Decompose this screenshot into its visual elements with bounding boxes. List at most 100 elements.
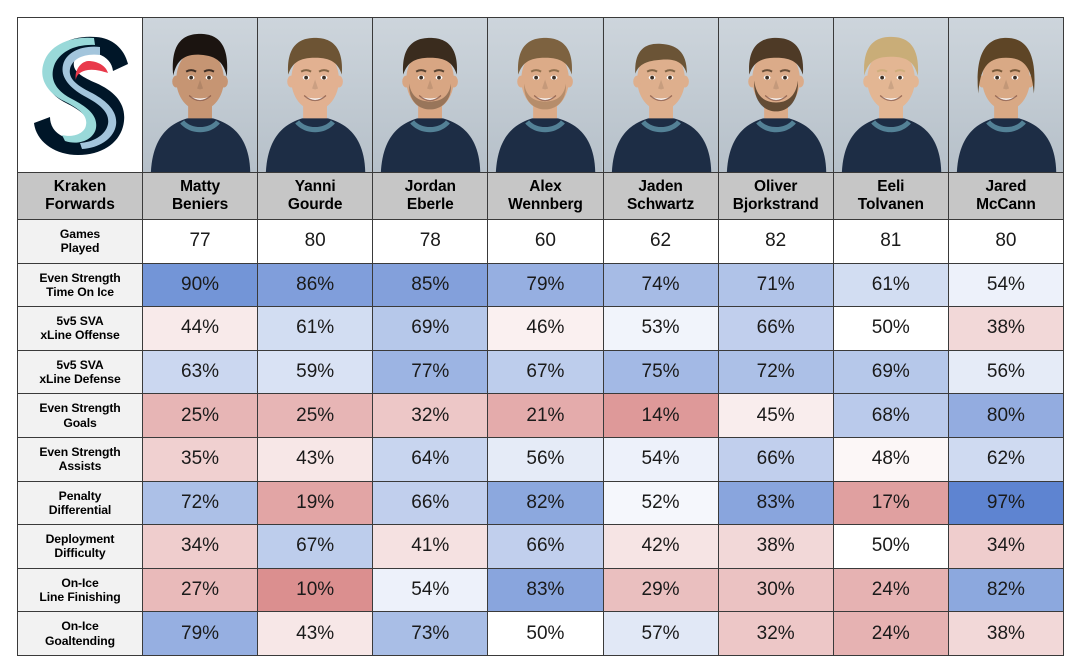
player-first-name: Yanni [294, 178, 336, 196]
cell-5v5-sva-xline-offense-tolvanen: 50% [832, 306, 949, 351]
cell-value: 24% [871, 622, 910, 644]
cell-value: 56% [526, 448, 565, 470]
headshot-alex-wennberg [488, 18, 602, 172]
cell-5v5-sva-xline-offense-wennberg: 46% [487, 306, 604, 351]
photo-row [17, 17, 1065, 173]
cell-5v5-sva-xline-defense-schwartz: 75% [602, 349, 719, 395]
cell-even-strength-goals-mccann: 80% [947, 393, 1065, 438]
cell-value: 69% [411, 317, 450, 339]
row-label-line1: Deployment [45, 532, 115, 547]
cell-value: 54% [641, 448, 680, 470]
cell-value: 78 [419, 230, 441, 252]
cell-value: 50% [871, 535, 910, 557]
cell-value: 82% [526, 491, 565, 513]
cell-5v5-sva-xline-offense-gourde: 61% [257, 306, 374, 351]
cell-value: 41% [411, 535, 450, 557]
cell-value: 25% [296, 404, 335, 426]
row-label-line2: Goals [63, 415, 97, 430]
cell-value: 59% [296, 361, 335, 383]
portrait-svg [143, 18, 257, 172]
row-label-line1: 5v5 SVA [56, 357, 104, 372]
cell-deployment-difficulty-schwartz: 42% [602, 524, 719, 569]
cell-even-strength-time-on-ice-mccann: 54% [947, 262, 1065, 308]
row-even-strength-time-on-ice: Even Strength Time On Ice 90% 86% 85% 79% 74% 7… [17, 262, 1065, 308]
cell-on-ice-line-finishing-tolvanen: 24% [832, 567, 949, 613]
player-last-name: Schwartz [626, 196, 695, 213]
cell-value: 60 [534, 230, 556, 252]
cell-value: 44% [181, 317, 220, 339]
row-label-line2: Time On Ice [46, 284, 114, 299]
player-header-mccann[interactable]: Jared McCann [947, 172, 1065, 220]
cell-games-played-mccann: 80 [947, 219, 1065, 264]
cell-value: 68% [871, 404, 910, 426]
headshot-jordan-eberle [373, 18, 487, 172]
cell-5v5-sva-xline-defense-tolvanen: 69% [832, 349, 949, 395]
cell-value: 25% [181, 404, 220, 426]
cell-value: 80% [986, 404, 1025, 426]
cell-value: 27% [181, 579, 220, 601]
cell-value: 14% [641, 404, 680, 426]
cell-value: 73% [411, 622, 450, 644]
cell-value: 77% [411, 361, 450, 383]
cell-deployment-difficulty-tolvanen: 50% [832, 524, 949, 569]
cell-value: 30% [756, 579, 795, 601]
row-label-on-ice-goaltending: On-Ice Goaltending [17, 611, 143, 656]
player-header-gourde[interactable]: Yanni Gourde [257, 172, 374, 220]
player-first-name: Oliver [754, 178, 798, 196]
portrait-svg [949, 18, 1063, 172]
cell-even-strength-time-on-ice-eberle: 85% [372, 262, 489, 308]
player-header-bjorkstrand[interactable]: Oliver Bjorkstrand [717, 172, 834, 220]
cell-games-played-eberle: 78 [372, 219, 489, 264]
cell-value: 62 [649, 230, 672, 252]
row-label-deployment-difficulty: Deployment Difficulty [17, 524, 143, 569]
cell-5v5-sva-xline-defense-bjorkstrand: 72% [717, 349, 834, 395]
cell-value: 57% [641, 622, 680, 644]
cell-on-ice-line-finishing-mccann: 82% [947, 567, 1065, 613]
cell-value: 32% [411, 404, 450, 426]
row-label-line1: Even Strength [39, 270, 121, 285]
headshot-jaden-schwartz [604, 18, 718, 172]
cell-penalty-differential-eberle: 66% [372, 480, 489, 526]
cell-even-strength-goals-gourde: 25% [257, 393, 374, 438]
player-header-tolvanen[interactable]: Eeli Tolvanen [832, 172, 949, 220]
cell-penalty-differential-wennberg: 82% [487, 480, 604, 526]
player-header-eberle[interactable]: Jordan Eberle [372, 172, 489, 220]
row-label-line1: Even Strength [39, 445, 121, 459]
cell-deployment-difficulty-beniers: 34% [141, 524, 259, 569]
cell-value: 62% [986, 448, 1025, 470]
player-name-header-row: Kraken Forwards Matty Beniers Yanni Gourde Jor… [17, 172, 1065, 220]
player-last-name: Wennberg [508, 196, 583, 213]
row-label-5v5-sva-xline-offense: 5v5 SVA xLine Offense [17, 306, 143, 351]
player-first-name: Eeli [877, 178, 905, 196]
cell-value: 48% [871, 448, 910, 470]
corner-header-line2: Forwards [45, 196, 115, 213]
row-label-line2: Played [60, 241, 100, 256]
cell-deployment-difficulty-gourde: 67% [257, 524, 374, 569]
player-header-schwartz[interactable]: Jaden Schwartz [602, 172, 719, 220]
cell-value: 45% [756, 404, 795, 426]
corner-header-line1: Kraken [53, 178, 107, 196]
cell-value: 46% [526, 317, 565, 339]
cell-value: 53% [641, 317, 680, 339]
player-header-wennberg[interactable]: Alex Wennberg [487, 172, 604, 220]
player-last-name: Bjorkstrand [732, 196, 819, 213]
headshot-jaden-schwartz-cell [602, 17, 719, 173]
cell-value: 97% [986, 491, 1025, 513]
cell-value: 50% [871, 317, 910, 339]
cell-value: 67% [526, 361, 565, 383]
cell-value: 75% [641, 361, 680, 383]
player-first-name: Jordan [404, 178, 456, 196]
portrait-svg [604, 18, 718, 172]
cell-value: 71% [756, 273, 795, 295]
headshot-oliver-bjorkstrand-cell [717, 17, 834, 173]
cell-penalty-differential-beniers: 72% [141, 480, 259, 526]
cell-even-strength-assists-mccann: 62% [947, 436, 1065, 482]
row-even-strength-assists: Even Strength Assists 35% 43% 64% 56% 54% 66% 48… [17, 436, 1065, 482]
cell-value: 34% [986, 535, 1025, 557]
player-last-name: Eberle [406, 196, 454, 213]
cell-even-strength-assists-wennberg: 56% [487, 436, 604, 482]
headshot-yanni-gourde-cell [257, 17, 374, 173]
player-header-beniers[interactable]: Matty Beniers [141, 172, 259, 220]
headshot-jared-mccann-cell [947, 17, 1065, 173]
player-first-name: Jaden [638, 178, 683, 196]
